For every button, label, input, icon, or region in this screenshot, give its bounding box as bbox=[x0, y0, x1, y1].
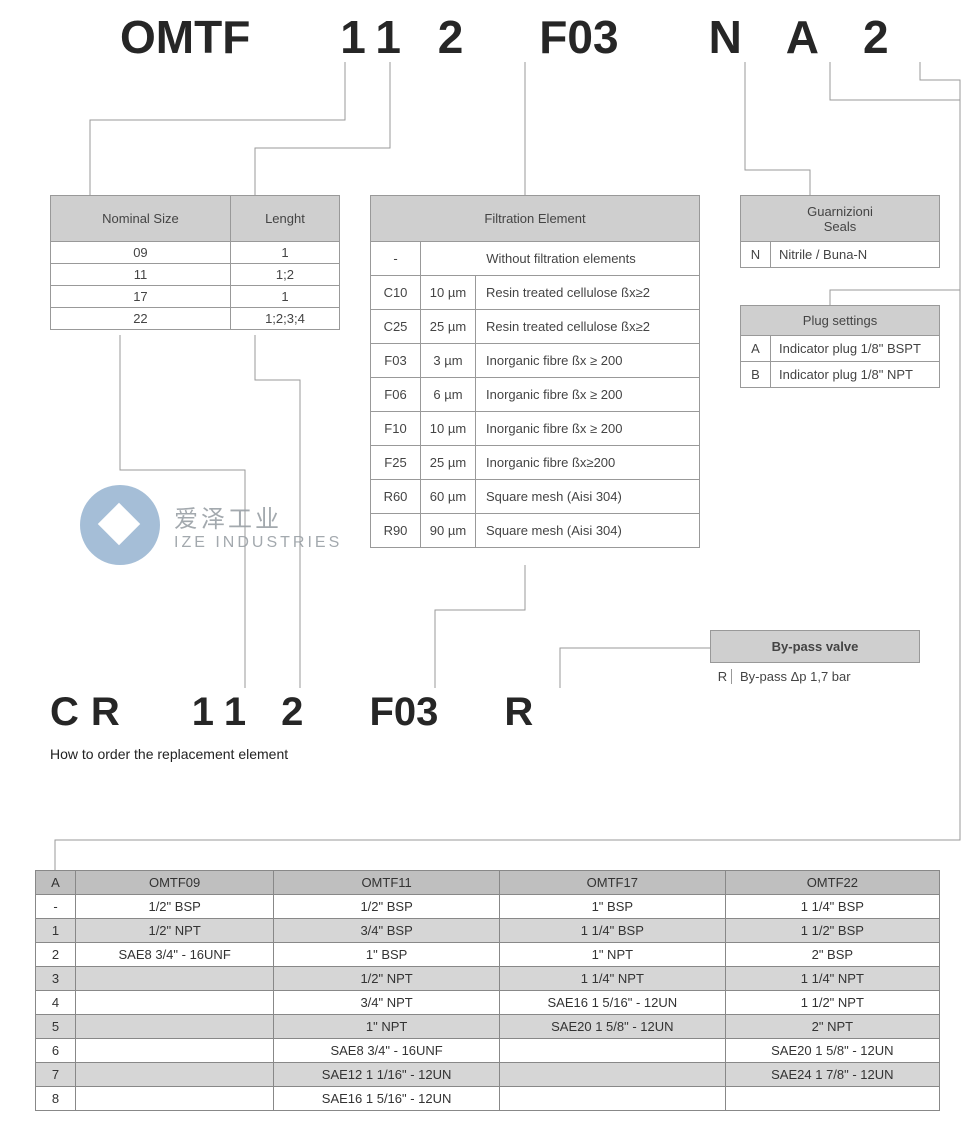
logo-icon bbox=[80, 485, 160, 565]
bypass-valve-box: By-pass valve RBy-pass Δp 1,7 bar bbox=[710, 630, 920, 684]
table-row: -1/2" BSP1/2" BSP1" BSP1 1/4" BSP bbox=[36, 895, 940, 919]
table-row: 171 bbox=[51, 286, 340, 308]
table-row: R6060 µmSquare mesh (Aisi 304) bbox=[371, 480, 700, 514]
conn-header-row: A OMTF09 OMTF11 OMTF17 OMTF22 bbox=[36, 871, 940, 895]
code-seal: N bbox=[709, 10, 742, 64]
table-row: -Without filtration elements bbox=[371, 242, 700, 276]
table-row: 2SAE8 3/4" - 16UNF1" BSP1" NPT2" BSP bbox=[36, 943, 940, 967]
table-row: NNitrile / Buna-N bbox=[741, 242, 940, 268]
table-row: 31/2" NPT1 1/4" NPT1 1/4" NPT bbox=[36, 967, 940, 991]
table-row: BIndicator plug 1/8" NPT bbox=[741, 362, 940, 388]
code-conn: 2 bbox=[863, 10, 889, 64]
filtration-table: Filtration Element -Without filtration e… bbox=[370, 195, 700, 548]
table-row: 51" NPTSAE20 1 5/8" - 12UN2" NPT bbox=[36, 1015, 940, 1039]
table-row: F066 µmInorganic fibre ßx ≥ 200 bbox=[371, 378, 700, 412]
plug-table: Plug settings AIndicator plug 1/8" BSPT … bbox=[740, 305, 940, 388]
nominal-header-length: Lenght bbox=[230, 196, 339, 242]
nominal-header-size: Nominal Size bbox=[51, 196, 231, 242]
table-row: AIndicator plug 1/8" BSPT bbox=[741, 336, 940, 362]
connections-table: A OMTF09 OMTF11 OMTF17 OMTF22 -1/2" BSP1… bbox=[35, 870, 940, 1111]
product-code-top: OMTF 11 2 F03 N A 2 bbox=[0, 10, 973, 64]
table-row: 091 bbox=[51, 242, 340, 264]
table-row: 221;2;3;4 bbox=[51, 308, 340, 330]
seals-header: Guarnizioni Seals bbox=[741, 196, 940, 242]
table-row: 7SAE12 1 1/16" - 12UNSAE24 1 7/8" - 12UN bbox=[36, 1063, 940, 1087]
table-row: R9090 µmSquare mesh (Aisi 304) bbox=[371, 514, 700, 548]
watermark-logo: 爱泽工业 IZE INDUSTRIES bbox=[80, 485, 342, 565]
code-size: 11 2 bbox=[340, 10, 475, 64]
replacement-code: CR 11 2 F03 R bbox=[0, 690, 973, 735]
bypass-header: By-pass valve bbox=[710, 630, 920, 663]
table-row: 6SAE8 3/4" - 16UNFSAE20 1 5/8" - 12UN bbox=[36, 1039, 940, 1063]
watermark-cn: 爱泽工业 bbox=[174, 499, 342, 534]
table-row: C1010 µmResin treated cellulose ßx≥2 bbox=[371, 276, 700, 310]
table-row: 111;2 bbox=[51, 264, 340, 286]
table-row: F2525 µmInorganic fibre ßx≥200 bbox=[371, 446, 700, 480]
table-row: 11/2" NPT3/4" BSP1 1/4" BSP1 1/2" BSP bbox=[36, 919, 940, 943]
filtration-header: Filtration Element bbox=[371, 196, 700, 242]
code-plug: A bbox=[786, 10, 819, 64]
table-row: 43/4" NPTSAE16 1 5/16" - 12UN1 1/2" NPT bbox=[36, 991, 940, 1015]
table-row: F033 µmInorganic fibre ßx ≥ 200 bbox=[371, 344, 700, 378]
table-row: F1010 µmInorganic fibre ßx ≥ 200 bbox=[371, 412, 700, 446]
table-row: C2525 µmResin treated cellulose ßx≥2 bbox=[371, 310, 700, 344]
nominal-size-table: Nominal Size Lenght 091 111;2 171 221;2;… bbox=[50, 195, 340, 330]
code-omtf: OMTF bbox=[120, 10, 250, 64]
code-filt: F03 bbox=[539, 10, 618, 64]
bypass-row: RBy-pass Δp 1,7 bar bbox=[710, 663, 920, 684]
table-row: 8SAE16 1 5/16" - 12UN bbox=[36, 1087, 940, 1111]
replacement-subtitle: How to order the replacement element bbox=[50, 746, 288, 762]
seals-table: Guarnizioni Seals NNitrile / Buna-N bbox=[740, 195, 940, 268]
plug-header: Plug settings bbox=[741, 306, 940, 336]
watermark-en: IZE INDUSTRIES bbox=[174, 534, 342, 552]
